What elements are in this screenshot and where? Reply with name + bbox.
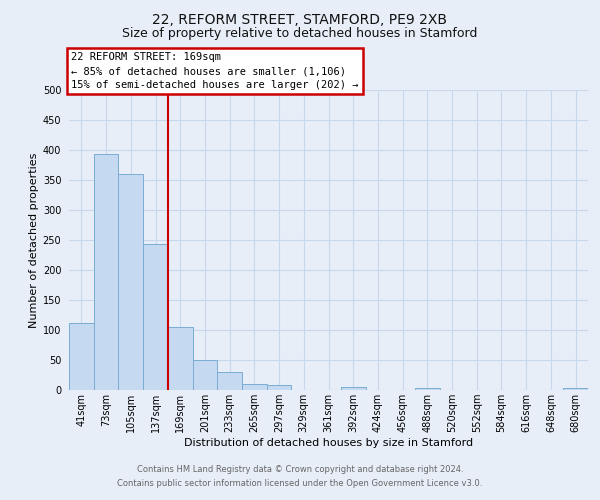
Bar xyxy=(94,154,118,390)
Bar xyxy=(69,324,94,390)
Text: 22 REFORM STREET: 169sqm
← 85% of detached houses are smaller (1,106)
15% of sem: 22 REFORM STREET: 169sqm ← 85% of detach… xyxy=(71,52,358,90)
Bar xyxy=(168,327,193,390)
Text: Contains HM Land Registry data © Crown copyright and database right 2024.
Contai: Contains HM Land Registry data © Crown c… xyxy=(118,466,482,487)
Bar xyxy=(242,384,267,390)
Bar xyxy=(563,388,588,390)
Bar xyxy=(143,244,168,390)
Bar xyxy=(217,372,242,390)
Bar xyxy=(118,174,143,390)
X-axis label: Distribution of detached houses by size in Stamford: Distribution of detached houses by size … xyxy=(184,438,473,448)
Text: 22, REFORM STREET, STAMFORD, PE9 2XB: 22, REFORM STREET, STAMFORD, PE9 2XB xyxy=(152,12,448,26)
Bar xyxy=(341,387,365,390)
Bar xyxy=(193,360,217,390)
Y-axis label: Number of detached properties: Number of detached properties xyxy=(29,152,38,328)
Bar xyxy=(267,385,292,390)
Text: Size of property relative to detached houses in Stamford: Size of property relative to detached ho… xyxy=(122,28,478,40)
Bar xyxy=(415,388,440,390)
